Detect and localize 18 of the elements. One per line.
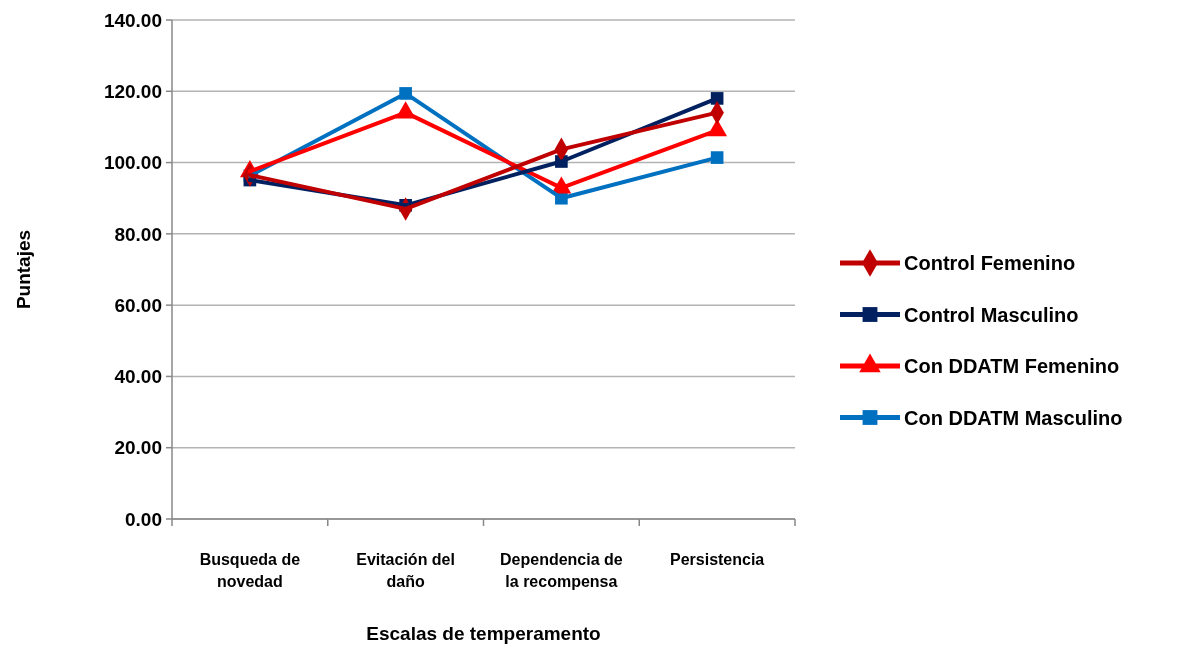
y-tick-label: 100.00 [103,152,162,174]
legend-label: Control Femenino [904,252,1076,274]
x-tick-label: Dependencia de la recompensa [500,551,623,590]
y-tick-label: 20.00 [114,437,162,459]
legend-label: Con DDATM Masculino [904,406,1123,429]
y-tick-label: 120.00 [103,80,162,102]
legend-label: Con DDATM Femenino [904,355,1120,377]
x-tick-label: Busqueda de novedad [199,551,301,590]
y-axis-title: Puntajes [13,229,34,310]
y-tick-label: 60.00 [114,294,162,316]
x-tick-label: Persistencia [669,551,765,568]
legend-label: Control Masculino [904,303,1079,326]
y-tick-label: 140.00 [103,9,162,31]
x-axis-title: Escalas de temperamento [366,623,601,644]
y-tick-label: 80.00 [114,223,162,245]
y-tick-label: 40.00 [114,366,162,388]
y-tick-label: 0.00 [125,508,162,530]
x-tick-label: Evitación del daño [356,551,455,590]
